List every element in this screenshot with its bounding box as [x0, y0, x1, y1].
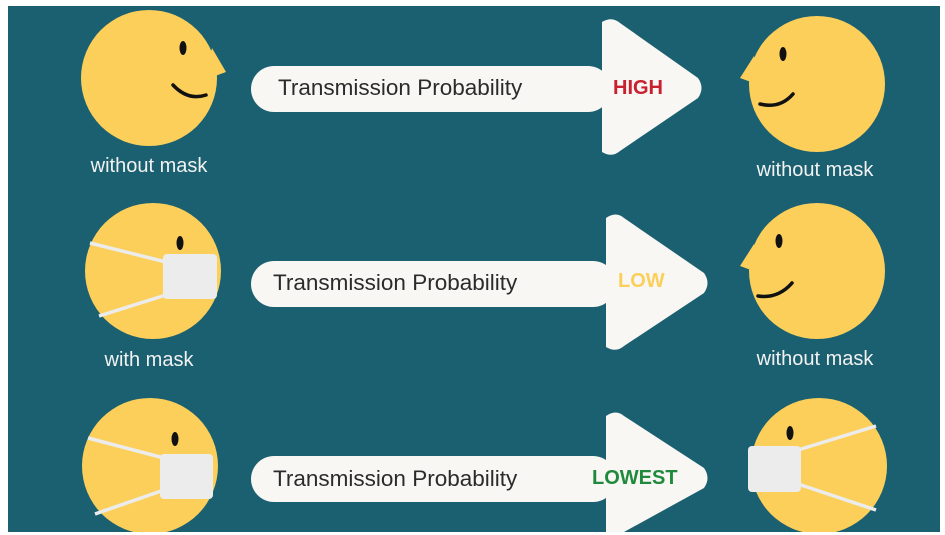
face-right-without-mask: [740, 16, 885, 152]
arrow-high: [251, 19, 702, 155]
face-left-without-mask: [81, 10, 226, 146]
arrow-low: [251, 214, 708, 350]
level-lowest: LOWEST: [592, 467, 678, 489]
transmission-text-row-1: Transmission Probability: [278, 75, 523, 100]
level-high: HIGH: [613, 77, 663, 99]
right-label-row-2: without mask: [756, 348, 874, 370]
left-label-row-1: without mask: [90, 155, 208, 177]
diagram-canvas: without mask Transmission Probability HI…: [8, 6, 940, 532]
right-label-row-1: without mask: [756, 159, 874, 181]
face-left-with-mask: [85, 203, 221, 339]
left-label-row-2: with mask: [104, 349, 194, 371]
face-left-with-mask-2: [82, 398, 218, 532]
level-low: LOW: [618, 270, 665, 292]
transmission-text-row-2: Transmission Probability: [273, 270, 518, 295]
arrow-lowest: [251, 412, 708, 532]
face-right-with-mask: [748, 398, 887, 532]
face-right-without-mask-2: [740, 203, 885, 339]
transmission-text-row-3: Transmission Probability: [273, 466, 518, 491]
